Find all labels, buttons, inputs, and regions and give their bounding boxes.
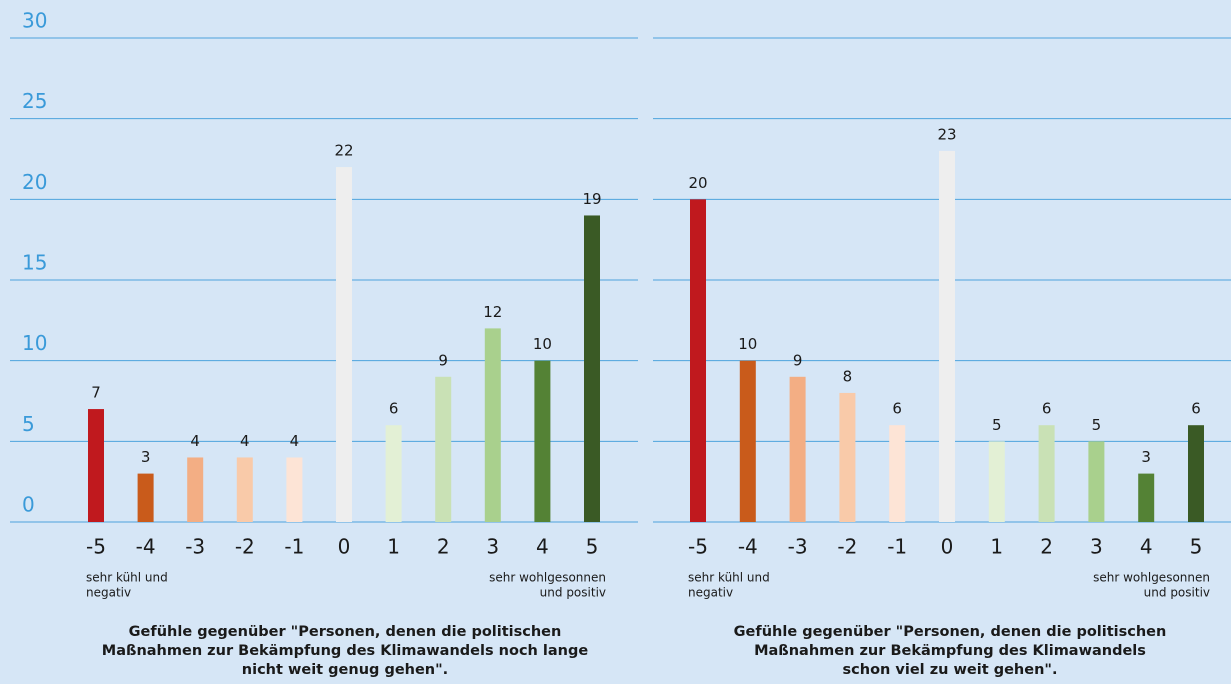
value-label: 10 (533, 335, 552, 353)
value-label: 8 (843, 367, 853, 385)
x-tick-label: 2 (1040, 535, 1053, 559)
value-label: 4 (240, 432, 250, 450)
x-tick-label: 4 (1140, 535, 1153, 559)
annotation: sehr wohlgesonnen (1093, 571, 1210, 585)
x-tick-label: -2 (235, 535, 255, 559)
x-tick-label: -4 (136, 535, 156, 559)
value-label: 3 (1141, 448, 1151, 466)
bar (1188, 425, 1204, 522)
y-tick-label: 0 (22, 493, 35, 517)
bar (939, 150, 955, 522)
value-label: 5 (992, 416, 1002, 434)
annotation: sehr kühl und (86, 571, 168, 585)
value-label: 19 (582, 190, 601, 208)
value-label: 6 (389, 400, 399, 418)
x-tick-label: 3 (1090, 535, 1103, 559)
x-tick-label: 5 (1190, 535, 1203, 559)
bar (1088, 441, 1105, 522)
value-label: 6 (892, 400, 902, 418)
x-tick-label: -5 (688, 535, 708, 559)
x-tick-label: 3 (486, 535, 499, 559)
bar (690, 199, 706, 523)
x-tick-label: -2 (837, 535, 857, 559)
bar (236, 457, 253, 522)
bar (1138, 473, 1155, 522)
bar (88, 409, 104, 522)
x-tick-label: 1 (387, 535, 400, 559)
x-tick-label: -5 (86, 535, 106, 559)
value-label: 10 (738, 335, 757, 353)
bar (1038, 425, 1055, 522)
bar (435, 376, 452, 522)
value-label: 23 (937, 125, 956, 143)
x-tick-label: 4 (536, 535, 549, 559)
x-tick-label: -4 (738, 535, 758, 559)
annotation: negativ (86, 586, 131, 600)
x-tick-label: -1 (284, 535, 304, 559)
value-label: 7 (91, 384, 101, 402)
bar (739, 360, 756, 522)
annotation: sehr kühl und (688, 571, 770, 585)
bar (336, 167, 352, 523)
bar (789, 376, 806, 522)
bar (286, 457, 303, 522)
x-tick-label: -3 (185, 535, 205, 559)
bar (839, 392, 856, 522)
caption: Gefühle gegenüber "Personen, denen die p… (129, 624, 562, 640)
annotation: sehr wohlgesonnen (489, 571, 606, 585)
value-label: 6 (1191, 400, 1201, 418)
x-tick-label: -1 (887, 535, 907, 559)
value-label: 6 (1042, 400, 1052, 418)
annotation: und positiv (540, 586, 606, 600)
y-tick-label: 5 (22, 412, 35, 436)
value-label: 3 (141, 448, 151, 466)
x-tick-label: 0 (338, 535, 351, 559)
bar (385, 425, 402, 522)
value-label: 9 (438, 351, 448, 369)
caption: nicht weit genug gehen". (242, 662, 448, 678)
caption: Maßnahmen zur Bekämpfung des Klimawandel… (102, 643, 589, 659)
x-tick-label: 1 (990, 535, 1003, 559)
bar (889, 425, 906, 522)
caption: schon viel zu weit gehen". (843, 662, 1058, 678)
bar (484, 328, 501, 522)
value-label: 5 (1092, 416, 1102, 434)
y-tick-label: 10 (22, 331, 47, 355)
annotation: und positiv (1144, 586, 1210, 600)
caption: Gefühle gegenüber "Personen, denen die p… (734, 624, 1167, 640)
y-tick-label: 30 (22, 9, 47, 33)
y-tick-label: 20 (22, 170, 47, 194)
x-tick-label: 5 (586, 535, 599, 559)
x-tick-label: -3 (788, 535, 808, 559)
value-label: 4 (290, 432, 300, 450)
x-tick-label: 2 (437, 535, 450, 559)
value-label: 22 (334, 142, 353, 160)
value-label: 12 (483, 303, 502, 321)
bar (584, 215, 600, 522)
value-label: 9 (793, 351, 803, 369)
bar (187, 457, 204, 522)
bar (988, 441, 1005, 522)
x-tick-label: 0 (941, 535, 954, 559)
annotation: negativ (688, 586, 733, 600)
bar (534, 360, 551, 522)
y-tick-label: 25 (22, 89, 47, 113)
value-label: 20 (688, 174, 707, 192)
caption: Maßnahmen zur Bekämpfung des Klimawandel… (754, 643, 1146, 659)
y-tick-label: 15 (22, 251, 47, 275)
bar (137, 473, 154, 522)
value-label: 4 (190, 432, 200, 450)
